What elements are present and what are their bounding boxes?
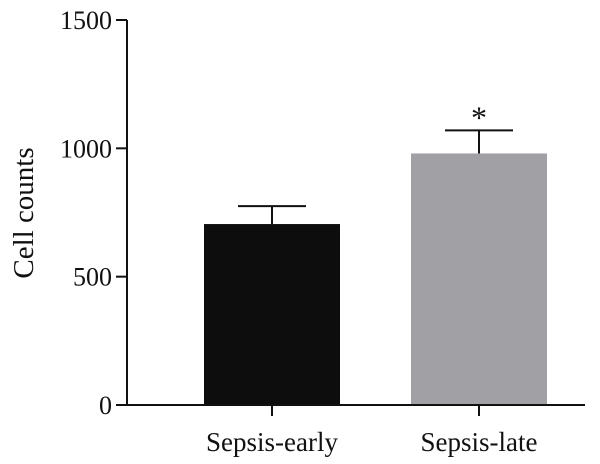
y-tick-label: 1500 bbox=[60, 6, 112, 35]
bar bbox=[411, 153, 547, 405]
error-bars: * bbox=[238, 99, 513, 225]
significance-marker: * bbox=[471, 99, 487, 135]
y-tick-label: 0 bbox=[99, 391, 112, 420]
bar bbox=[204, 224, 340, 405]
y-axis-ticks: 0 500 1000 1500 bbox=[60, 6, 127, 420]
y-axis-title: Cell counts bbox=[8, 147, 40, 278]
x-axis-ticks: Sepsis-early Sepsis-late bbox=[206, 405, 538, 457]
y-tick-label: 1000 bbox=[60, 134, 112, 163]
x-tick-label: Sepsis-late bbox=[421, 427, 538, 457]
y-tick-label: 500 bbox=[73, 263, 112, 292]
bars bbox=[204, 153, 547, 405]
x-tick-label: Sepsis-early bbox=[206, 427, 338, 457]
